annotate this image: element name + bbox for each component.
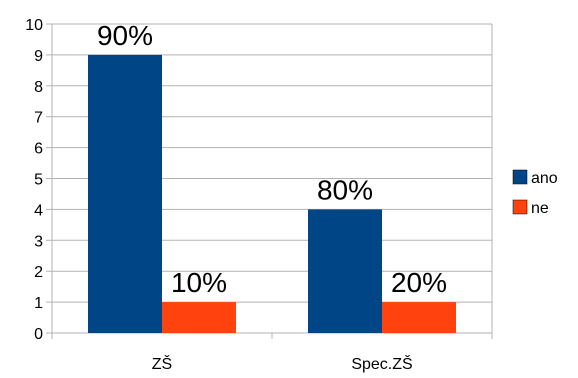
bar-ano-0	[88, 54, 162, 334]
bar-ne-1	[382, 302, 456, 333]
y-tick-label: 2	[34, 264, 43, 281]
y-tick-label: 6	[34, 141, 43, 158]
legend-label-ano: ano	[531, 170, 558, 187]
y-tick-label: 3	[34, 233, 43, 250]
data-label-ano-0: 90%	[97, 20, 153, 51]
legend-swatch-ne	[512, 199, 528, 215]
y-tick-label: 10	[25, 17, 43, 34]
y-tick-label: 8	[34, 79, 43, 96]
legend-swatch-ano	[512, 169, 528, 185]
y-tick-label: 4	[34, 202, 43, 219]
x-category-label: Spec.ZŠ	[351, 354, 412, 373]
data-labels: 90% 10% 80% 20%	[97, 20, 447, 298]
y-tick-label: 0	[34, 326, 43, 343]
data-label-ano-1: 80%	[317, 174, 373, 205]
y-tick-label: 9	[34, 48, 43, 65]
data-label-ne-0: 10%	[171, 267, 227, 298]
y-tick-label: 5	[34, 172, 43, 189]
bar-ano-1	[308, 209, 382, 333]
bar-ne-0	[162, 302, 236, 333]
bars	[88, 54, 456, 334]
legend-label-ne: ne	[531, 200, 549, 217]
x-category-label: ZŠ	[152, 354, 172, 373]
y-tick-label: 1	[34, 295, 43, 312]
legend: ano ne	[512, 169, 558, 217]
data-label-ne-1: 20%	[391, 267, 447, 298]
y-tick-label: 7	[34, 110, 43, 127]
